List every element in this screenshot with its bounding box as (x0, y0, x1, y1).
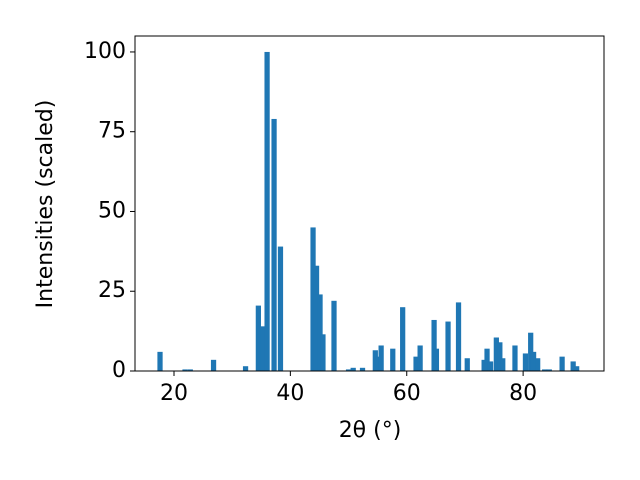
bar (535, 358, 541, 371)
bar (484, 348, 490, 371)
y-tick-label: 100 (84, 39, 126, 64)
x-tick-label: 40 (276, 381, 304, 406)
bar (417, 345, 423, 371)
bar (242, 366, 249, 371)
y-tick-label: 75 (98, 119, 126, 144)
bar (187, 369, 193, 371)
bar (264, 51, 270, 371)
bar (570, 361, 576, 371)
bar (522, 353, 529, 371)
bar (255, 305, 261, 371)
bar (310, 227, 316, 371)
x-axis-label: 2θ (°) (339, 418, 402, 443)
y-tick-label: 25 (98, 278, 126, 303)
bar (512, 345, 518, 371)
x-tick-label: 80 (509, 381, 537, 406)
bar (271, 118, 277, 371)
bar (317, 294, 323, 371)
bar (320, 334, 326, 371)
x-tick-label: 60 (393, 381, 421, 406)
y-axis-label: Intensities (scaled) (33, 100, 58, 309)
bar (546, 369, 552, 371)
bar (313, 265, 320, 371)
bar (260, 326, 266, 371)
bar (182, 369, 188, 371)
bar (574, 366, 580, 371)
bar (350, 367, 356, 371)
bar (433, 348, 440, 371)
bar (372, 350, 378, 371)
y-tick-label: 50 (98, 198, 126, 223)
bar (378, 345, 384, 371)
bar (413, 356, 419, 371)
bar (331, 300, 337, 371)
bar (390, 348, 396, 371)
bar (497, 342, 503, 371)
plot-frame (134, 35, 605, 372)
bar (493, 337, 499, 371)
bar (431, 319, 437, 371)
bar (455, 302, 462, 371)
bar (487, 361, 494, 371)
bar (400, 307, 406, 371)
bar (210, 359, 217, 371)
bar (157, 351, 163, 371)
x-tick-label: 20 (160, 381, 188, 406)
bar (528, 332, 534, 371)
bar (500, 358, 506, 371)
bar (375, 356, 381, 371)
bar (530, 351, 537, 371)
bar (464, 358, 470, 371)
bar (445, 321, 451, 371)
bar (559, 356, 565, 371)
y-tick-label: 0 (112, 358, 126, 383)
bar (359, 367, 366, 371)
bar (277, 246, 284, 371)
bar (345, 369, 352, 371)
bar (481, 359, 487, 371)
bar (542, 369, 548, 371)
